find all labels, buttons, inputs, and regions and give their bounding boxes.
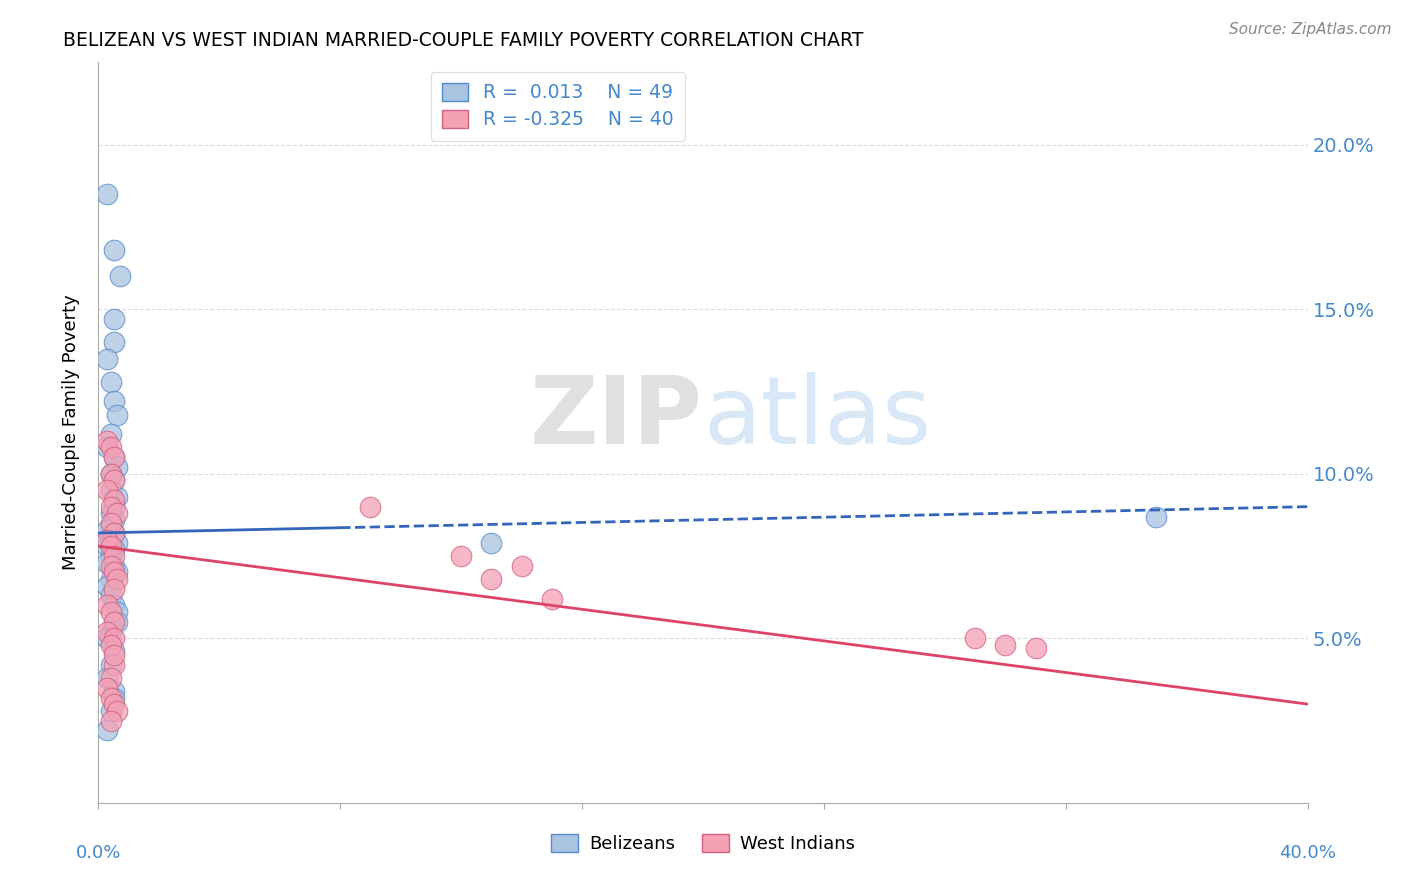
Point <box>100 375 122 389</box>
Point <box>96 599 118 613</box>
Point <box>100 500 122 514</box>
Legend: Belizeans, West Indians: Belizeans, West Indians <box>544 827 862 861</box>
Point <box>103 394 125 409</box>
Point <box>96 434 118 448</box>
Point <box>108 269 131 284</box>
Point <box>540 591 562 606</box>
Point <box>103 493 125 508</box>
Point <box>103 657 125 672</box>
Point <box>100 427 122 442</box>
Point <box>100 506 122 520</box>
Point <box>100 624 122 639</box>
Point <box>103 513 125 527</box>
Point <box>100 483 122 498</box>
Point <box>100 467 122 481</box>
Point <box>96 539 118 553</box>
Point <box>105 536 128 550</box>
Point <box>450 549 472 563</box>
Point <box>965 632 987 646</box>
Text: ZIP: ZIP <box>530 372 703 464</box>
Point <box>103 615 125 629</box>
Point <box>103 473 125 487</box>
Point <box>96 632 118 646</box>
Point <box>103 500 125 514</box>
Point <box>100 533 122 547</box>
Point <box>100 589 122 603</box>
Point <box>481 572 503 586</box>
Point <box>100 704 122 718</box>
Point <box>96 533 118 547</box>
Point <box>100 638 122 652</box>
Point <box>100 657 122 672</box>
Point <box>100 690 122 705</box>
Point <box>96 624 118 639</box>
Point <box>100 516 122 530</box>
Point <box>1144 509 1167 524</box>
Point <box>103 243 125 257</box>
Point <box>105 408 128 422</box>
Point <box>103 526 125 541</box>
Point <box>103 632 125 646</box>
Point <box>96 671 118 685</box>
Point <box>105 704 128 718</box>
Point <box>103 473 125 487</box>
Point <box>105 566 128 580</box>
Point <box>100 519 122 533</box>
Point <box>103 697 125 711</box>
Point <box>103 312 125 326</box>
Text: 0.0%: 0.0% <box>76 845 121 863</box>
Text: Source: ZipAtlas.com: Source: ZipAtlas.com <box>1229 22 1392 37</box>
Point <box>100 671 122 685</box>
Point <box>1024 641 1046 656</box>
Point <box>103 558 125 573</box>
Point <box>103 644 125 658</box>
Point <box>360 500 382 514</box>
Point <box>105 506 128 520</box>
Text: 40.0%: 40.0% <box>1279 845 1336 863</box>
Point <box>96 187 118 202</box>
Point <box>100 558 122 573</box>
Point <box>510 558 533 573</box>
Text: atlas: atlas <box>703 372 931 464</box>
Point <box>96 351 118 366</box>
Point <box>103 690 125 705</box>
Point <box>96 483 118 498</box>
Point <box>103 335 125 350</box>
Point <box>103 582 125 596</box>
Point <box>103 542 125 557</box>
Point <box>103 549 125 563</box>
Point <box>100 714 122 728</box>
Point <box>103 615 125 629</box>
Point <box>96 681 118 695</box>
Point <box>103 450 125 465</box>
Point <box>481 536 503 550</box>
Point <box>96 723 118 738</box>
Point <box>103 566 125 580</box>
Point <box>103 599 125 613</box>
Point <box>96 523 118 537</box>
Y-axis label: Married-Couple Family Poverty: Married-Couple Family Poverty <box>62 294 80 571</box>
Point <box>100 605 122 619</box>
Point <box>100 441 122 455</box>
Point <box>103 648 125 662</box>
Point <box>96 579 118 593</box>
Point <box>100 549 122 563</box>
Point <box>100 539 122 553</box>
Point <box>96 556 118 570</box>
Point <box>103 684 125 698</box>
Point <box>105 615 128 629</box>
Point <box>105 490 128 504</box>
Point <box>994 638 1017 652</box>
Text: BELIZEAN VS WEST INDIAN MARRIED-COUPLE FAMILY POVERTY CORRELATION CHART: BELIZEAN VS WEST INDIAN MARRIED-COUPLE F… <box>63 31 863 50</box>
Point <box>105 572 128 586</box>
Point <box>100 572 122 586</box>
Point <box>103 450 125 465</box>
Point <box>103 526 125 541</box>
Point <box>105 460 128 475</box>
Point <box>105 605 128 619</box>
Point <box>96 441 118 455</box>
Point <box>100 467 122 481</box>
